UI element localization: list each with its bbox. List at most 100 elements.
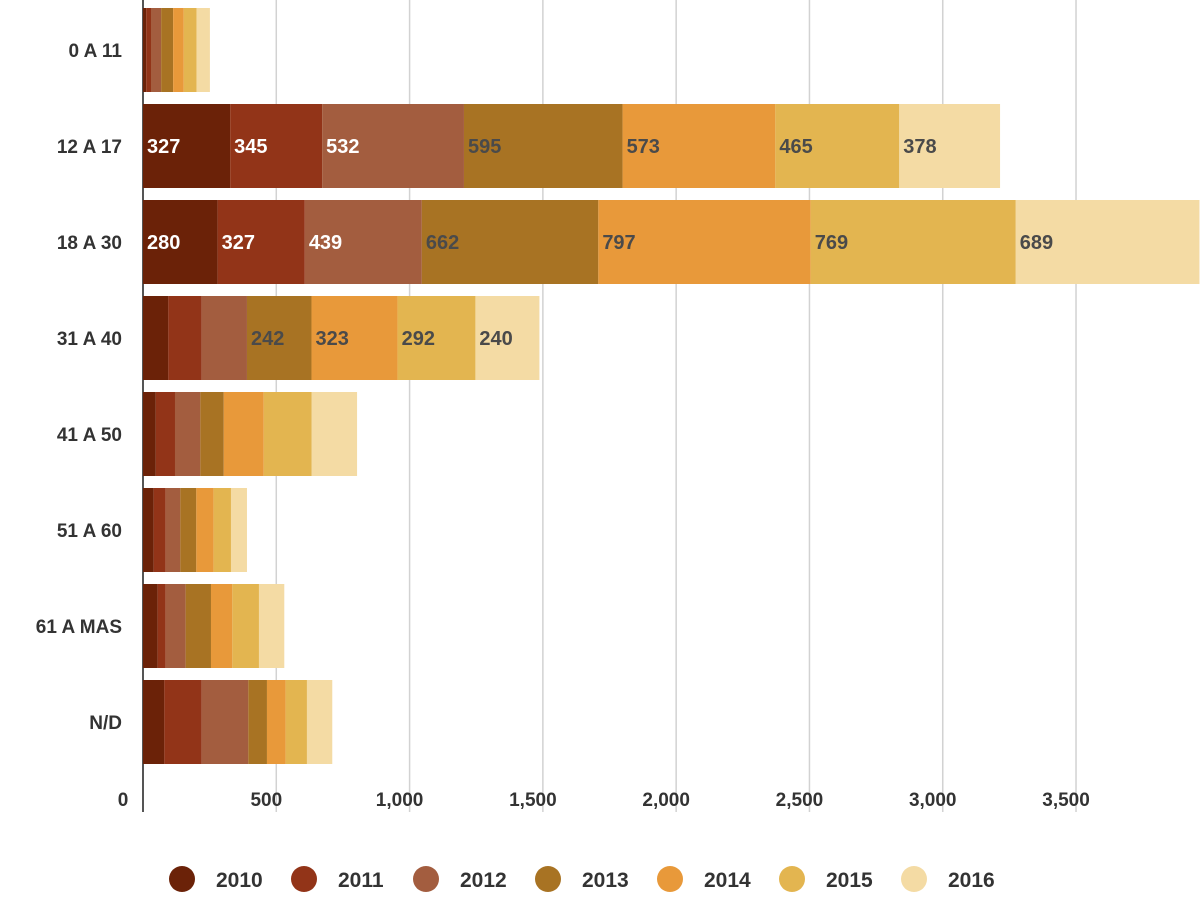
bar-18-a-30-2011 [217, 200, 305, 284]
legend-swatch-2012 [413, 866, 439, 892]
bar-61-a-mas-2015 [232, 584, 259, 668]
x-tick-label-2000: 2,000 [642, 790, 690, 811]
category-label-0-a-11: 0 A 11 [68, 41, 122, 62]
bar-12-a-17-2016 [899, 104, 1001, 188]
bar-51-a-60-2016 [230, 488, 247, 572]
x-tick-labels: 0 500 1,000 1,500 2,000 2,500 3,000 3,500 [118, 790, 1090, 811]
bar-18-a-30-2013 [421, 200, 599, 284]
legend-label-2013: 2013 [582, 869, 629, 892]
data-label-12-a-17-2014: 573 [627, 136, 660, 158]
data-label-12-a-17-2013: 595 [468, 136, 501, 158]
data-label-12-a-17-2011: 345 [234, 136, 267, 158]
bar-41-a-50-2016 [311, 392, 358, 476]
category-label-51-a-60: 51 A 60 [57, 521, 122, 542]
legend-swatch-2015 [779, 866, 805, 892]
data-label-18-a-30-2014: 797 [602, 232, 635, 254]
x-tick-label-3500: 3,500 [1042, 790, 1090, 811]
bar-31-a-40-2013 [246, 296, 312, 380]
bar-51-a-60-2014 [196, 488, 214, 572]
data-label-31-a-40-2016: 240 [479, 328, 512, 350]
legend-label-2016: 2016 [948, 869, 995, 892]
bar-61-a-mas-2013 [185, 584, 211, 668]
bar-12-a-17-2012 [322, 104, 464, 188]
bar-31-a-40-2015 [397, 296, 476, 380]
x-tick-label-2500: 2,500 [776, 790, 824, 811]
bar-0-a-11-2015 [183, 8, 197, 92]
bar-31-a-40-2014 [311, 296, 398, 380]
bar-0-a-11-2011 [146, 8, 151, 92]
bar-61-a-mas-2016 [258, 584, 285, 668]
bar-41-a-50-2015 [263, 392, 312, 476]
x-tick-label-500: 500 [250, 790, 282, 811]
bar-12-a-17-2011 [230, 104, 323, 188]
legend: 2010 2011 2012 2013 2014 2015 2016 [169, 866, 995, 892]
bars [143, 8, 1200, 764]
bar-0-a-11-2012 [150, 8, 162, 92]
data-label-12-a-17-2016: 378 [903, 136, 936, 158]
legend-label-2015: 2015 [826, 869, 873, 892]
data-label-31-a-40-2015: 292 [402, 328, 435, 350]
bar-n-d-2011 [164, 680, 202, 764]
bar-61-a-mas-2010 [143, 584, 158, 668]
bar-41-a-50-2010 [143, 392, 156, 476]
x-tick-label-1000: 1,000 [376, 790, 424, 811]
bar-18-a-30-2012 [304, 200, 422, 284]
bar-61-a-mas-2012 [165, 584, 186, 668]
bar-51-a-60-2013 [180, 488, 197, 572]
legend-swatch-2013 [535, 866, 561, 892]
legend-swatch-2016 [901, 866, 927, 892]
bar-n-d-2015 [285, 680, 307, 764]
segment-labels: 327 345 532 595 573 465 378 280 327 439 662 797 769 6… [147, 136, 1053, 350]
bar-0-a-11-2010 [143, 8, 147, 92]
x-tick-label-3000: 3,000 [909, 790, 957, 811]
bar-51-a-60-2011 [153, 488, 166, 572]
data-label-18-a-30-2013: 662 [426, 232, 459, 254]
bar-12-a-17-2014 [622, 104, 776, 188]
bar-18-a-30-2010 [143, 200, 218, 284]
bar-31-a-40-2010 [143, 296, 169, 380]
legend-swatch-2011 [291, 866, 317, 892]
bar-31-a-40-2012 [201, 296, 247, 380]
bar-n-d-2010 [143, 680, 165, 764]
bar-0-a-11-2013 [161, 8, 174, 92]
bar-n-d-2016 [306, 680, 333, 764]
data-label-12-a-17-2010: 327 [147, 136, 180, 158]
legend-label-2011: 2011 [338, 869, 384, 892]
data-label-12-a-17-2012: 532 [326, 136, 359, 158]
data-label-31-a-40-2014: 323 [315, 328, 348, 350]
bar-n-d-2014 [266, 680, 286, 764]
category-label-18-a-30: 18 A 30 [57, 233, 122, 254]
bar-41-a-50-2012 [174, 392, 201, 476]
bar-41-a-50-2013 [200, 392, 224, 476]
legend-swatch-2010 [169, 866, 195, 892]
bar-51-a-60-2015 [213, 488, 231, 572]
category-label-31-a-40: 31 A 40 [57, 329, 122, 350]
bar-31-a-40-2016 [475, 296, 540, 380]
bar-61-a-mas-2011 [157, 584, 166, 668]
data-label-31-a-40-2013: 242 [251, 328, 284, 350]
legend-label-2010: 2010 [216, 869, 263, 892]
bar-0-a-11-2016 [196, 8, 210, 92]
data-label-18-a-30-2015: 769 [815, 232, 848, 254]
bar-n-d-2013 [248, 680, 267, 764]
bar-61-a-mas-2014 [210, 584, 233, 668]
category-label-12-a-17: 12 A 17 [57, 137, 122, 158]
legend-label-2014: 2014 [704, 869, 751, 892]
bar-51-a-60-2010 [143, 488, 154, 572]
category-label-61-a-mas: 61 A MAS [36, 617, 122, 638]
data-label-18-a-30-2010: 280 [147, 232, 180, 254]
bar-12-a-17-2015 [775, 104, 900, 188]
bar-18-a-30-2016 [1015, 200, 1200, 284]
data-label-18-a-30-2012: 439 [309, 232, 342, 254]
bar-0-a-11-2014 [173, 8, 184, 92]
bar-18-a-30-2015 [810, 200, 1016, 284]
x-tick-label-0: 0 [118, 790, 129, 811]
data-label-12-a-17-2015: 465 [779, 136, 812, 158]
category-labels: 0 A 11 12 A 17 18 A 30 31 A 40 41 A 50 51 A 6… [36, 41, 123, 734]
data-label-18-a-30-2016: 689 [1020, 232, 1053, 254]
legend-swatch-2014 [657, 866, 683, 892]
bar-18-a-30-2014 [598, 200, 811, 284]
bar-12-a-17-2013 [463, 104, 623, 188]
bar-n-d-2012 [201, 680, 249, 764]
